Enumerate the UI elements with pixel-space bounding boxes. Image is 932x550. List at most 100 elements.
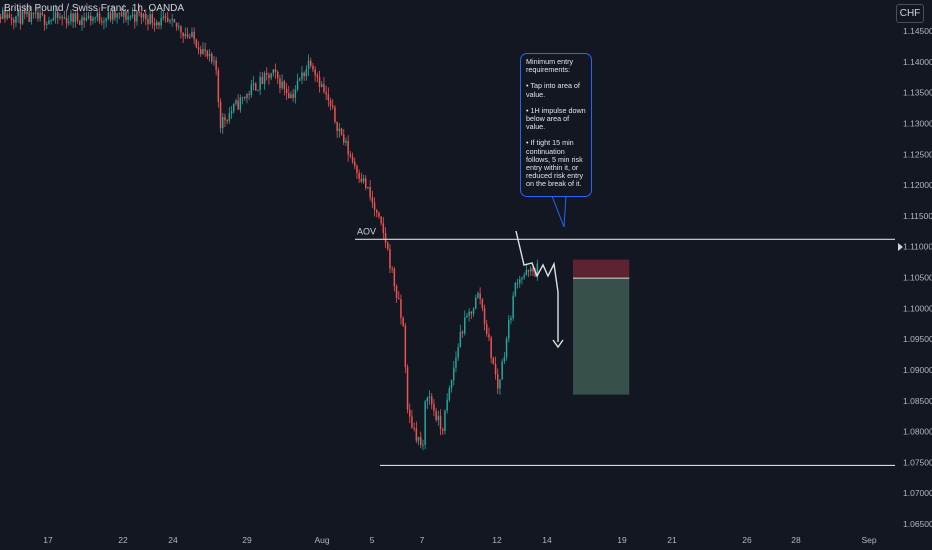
candle-body [158, 22, 160, 26]
candle-body [356, 165, 358, 174]
candle-body [277, 71, 279, 79]
candle-body [107, 12, 110, 19]
candle-body [61, 16, 63, 19]
candle-body [41, 12, 44, 15]
candle-body [455, 357, 457, 368]
candle-body [171, 18, 173, 20]
candle-body [285, 88, 288, 94]
time-tick-label: 7 [420, 535, 425, 545]
candle-body [380, 216, 382, 224]
candle-body [215, 60, 217, 71]
candle-body [255, 83, 257, 91]
candle-body [510, 317, 512, 321]
candle-body [162, 16, 165, 19]
candle-body [57, 12, 59, 18]
candle-body [118, 12, 121, 14]
candle-body [250, 84, 253, 95]
callout-line: • Tap into area of value. [526, 81, 580, 99]
candle-body [268, 74, 270, 79]
candle-body [332, 105, 334, 108]
candle-body [358, 173, 360, 179]
candle-body [116, 13, 118, 18]
candle-body [142, 14, 145, 18]
candle-body [120, 12, 123, 17]
candle-body [244, 96, 246, 99]
candle-body [281, 81, 283, 88]
candle-body [472, 308, 475, 314]
stop-loss-zone [573, 259, 630, 279]
candle-body [19, 10, 22, 24]
candle-body [147, 19, 149, 25]
currency-badge[interactable]: CHF [896, 4, 924, 23]
candle-body [96, 13, 99, 18]
candle-body [413, 428, 415, 430]
candle-body [6, 14, 8, 19]
candle-body [512, 295, 514, 318]
candle-body [516, 283, 519, 285]
candle-body [134, 14, 136, 22]
price-tick-label: 1.07000 [903, 488, 932, 498]
entry-requirements-callout: Minimum entry requirements: • Tap into a… [520, 53, 592, 197]
candle-body [459, 331, 462, 348]
candle-body [8, 14, 11, 19]
candle-body [310, 60, 312, 66]
price-tick-label: 1.09000 [903, 365, 932, 375]
candle-body [59, 16, 61, 18]
candle-body [274, 69, 277, 72]
candle-body [376, 210, 378, 213]
candle-body [439, 415, 442, 430]
candle-body [235, 100, 237, 104]
candle-body [105, 18, 107, 22]
candle-body [305, 68, 308, 77]
candle-body [479, 293, 481, 300]
candle-body [30, 12, 33, 22]
candle-body [483, 308, 486, 325]
candle-body [486, 324, 488, 334]
candle-body [288, 93, 290, 98]
candle-body [101, 21, 103, 23]
candle-body [402, 317, 404, 326]
candle-body [15, 16, 17, 23]
candle-body [475, 297, 477, 309]
candle-body [501, 361, 503, 380]
candle-body [72, 13, 74, 23]
candle-body [46, 23, 48, 25]
candle-body [312, 65, 314, 70]
price-tick-label: 1.08000 [903, 427, 932, 437]
candle-body [92, 18, 94, 21]
candle-body [521, 277, 523, 280]
price-tick-label: 1.08500 [903, 396, 932, 406]
candle-body [131, 14, 134, 17]
candle-body [186, 34, 189, 37]
candle-body [4, 9, 6, 19]
candle-body [503, 357, 506, 362]
time-axis[interactable]: 17 22 24 29 Aug 5 7 12 14 19 21 26 28 Sep [43, 535, 877, 545]
candle-body [129, 16, 132, 18]
candle-body [26, 11, 28, 14]
candle-body [417, 437, 420, 441]
projection-path [515, 230, 559, 342]
candle-body [301, 72, 303, 80]
time-tick-label: Aug [314, 535, 329, 545]
candle-body [24, 11, 26, 14]
candle-body [464, 317, 466, 334]
trade-setup [573, 259, 630, 395]
candle-body [343, 134, 345, 143]
candle-body [54, 12, 57, 18]
time-tick-label: 12 [492, 535, 502, 545]
callout-line: • If tight 15 min continuation follows, … [526, 138, 584, 189]
price-tick-label: 1.09500 [903, 334, 932, 344]
candle-body [384, 232, 387, 243]
candle-body [156, 22, 158, 26]
take-profit-zone [573, 278, 630, 395]
candle-body [336, 121, 338, 131]
candle-body [536, 263, 539, 277]
price-axis[interactable]: 1.14500 1.14000 1.13500 1.13000 1.12500 1.120… [903, 26, 932, 529]
candle-body [213, 60, 215, 62]
candle-body [450, 379, 453, 389]
candle-body [37, 12, 39, 19]
candle-body [527, 270, 530, 272]
time-tick-label: 28 [791, 535, 801, 545]
candle-body [497, 374, 499, 389]
